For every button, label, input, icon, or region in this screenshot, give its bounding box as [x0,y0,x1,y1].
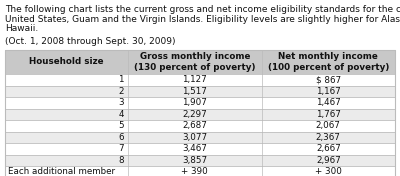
Text: 3,077: 3,077 [182,133,207,142]
Text: 2: 2 [118,87,124,96]
Text: + 300: + 300 [315,167,342,176]
Text: + 390: + 390 [181,167,208,176]
Text: 1,907: 1,907 [182,98,207,107]
Text: 2,687: 2,687 [182,121,207,130]
Text: 2,067: 2,067 [316,121,341,130]
Text: 7: 7 [118,144,124,153]
Text: 1,127: 1,127 [182,75,207,84]
Text: 2,297: 2,297 [182,110,207,119]
Text: 1,167: 1,167 [316,87,341,96]
Text: Net monthly income
(100 percent of poverty): Net monthly income (100 percent of pover… [268,52,389,72]
Text: 3: 3 [118,98,124,107]
Bar [5,131,395,143]
Text: 1,767: 1,767 [316,110,341,119]
Text: 5: 5 [118,121,124,130]
Text: 4: 4 [118,110,124,119]
Bar [5,50,395,74]
Bar [5,166,395,176]
Bar [5,108,395,120]
Bar [5,120,395,131]
Text: 1,467: 1,467 [316,98,341,107]
Bar [5,155,395,166]
Text: Each additional member: Each additional member [8,167,115,176]
Bar [5,74,395,86]
Bar [5,50,395,176]
Text: Household size: Household size [29,58,104,67]
Text: Gross monthly income
(130 percent of poverty): Gross monthly income (130 percent of pov… [134,52,256,72]
Bar [5,97,395,108]
Text: 2,967: 2,967 [316,156,341,165]
Text: Hawaii.: Hawaii. [5,24,38,33]
Text: 2,667: 2,667 [316,144,341,153]
Bar [5,143,395,155]
Text: The following chart lists the current gross and net income eligibility standards: The following chart lists the current gr… [5,5,400,14]
Text: $ 867: $ 867 [316,75,341,84]
Bar [5,86,395,97]
Text: 1: 1 [118,75,124,84]
Text: 3,467: 3,467 [182,144,207,153]
Text: (Oct. 1, 2008 through Sept. 30, 2009): (Oct. 1, 2008 through Sept. 30, 2009) [5,36,176,46]
Text: United States, Guam and the Virgin Islands. Eligibility levels are slightly high: United States, Guam and the Virgin Islan… [5,14,400,24]
Text: 6: 6 [118,133,124,142]
Text: 3,857: 3,857 [182,156,207,165]
Text: 2,367: 2,367 [316,133,341,142]
Text: 8: 8 [118,156,124,165]
Text: 1,517: 1,517 [182,87,207,96]
